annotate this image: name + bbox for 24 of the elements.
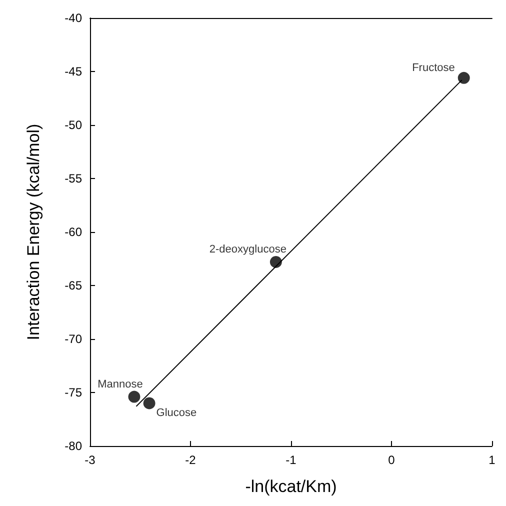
annotation: Mannose xyxy=(98,378,143,390)
x-tick-label: -2 xyxy=(185,453,196,467)
y-tick-label: -50 xyxy=(64,118,82,132)
point xyxy=(143,397,156,410)
y-axis-title: Interaction Energy (kcal/mol) xyxy=(24,124,43,340)
point xyxy=(270,256,282,268)
y-tick-label: -65 xyxy=(64,278,82,292)
x-tick-label: -1 xyxy=(286,453,297,467)
annotation: 2-deoxyglucose xyxy=(209,243,286,256)
x-axis-title: -ln(kcat/Km) xyxy=(245,477,337,496)
y-tick-label: -40 xyxy=(64,11,82,25)
annotation: Fructose xyxy=(412,62,455,74)
y-tick-label: -75 xyxy=(64,386,82,400)
y-tick-label: -60 xyxy=(64,225,82,239)
y-tick-label: -80 xyxy=(64,439,82,453)
x-tick-label: 1 xyxy=(488,453,496,467)
y-tick-label: -55 xyxy=(64,172,82,186)
x-tick-label: 0 xyxy=(388,453,396,467)
y-tick-label: -70 xyxy=(64,332,82,346)
x-tick-label: -3 xyxy=(84,453,96,467)
point xyxy=(128,390,140,403)
y-tick-label: -45 xyxy=(64,64,82,78)
annotation: Glucose xyxy=(156,407,197,420)
point xyxy=(458,72,470,84)
